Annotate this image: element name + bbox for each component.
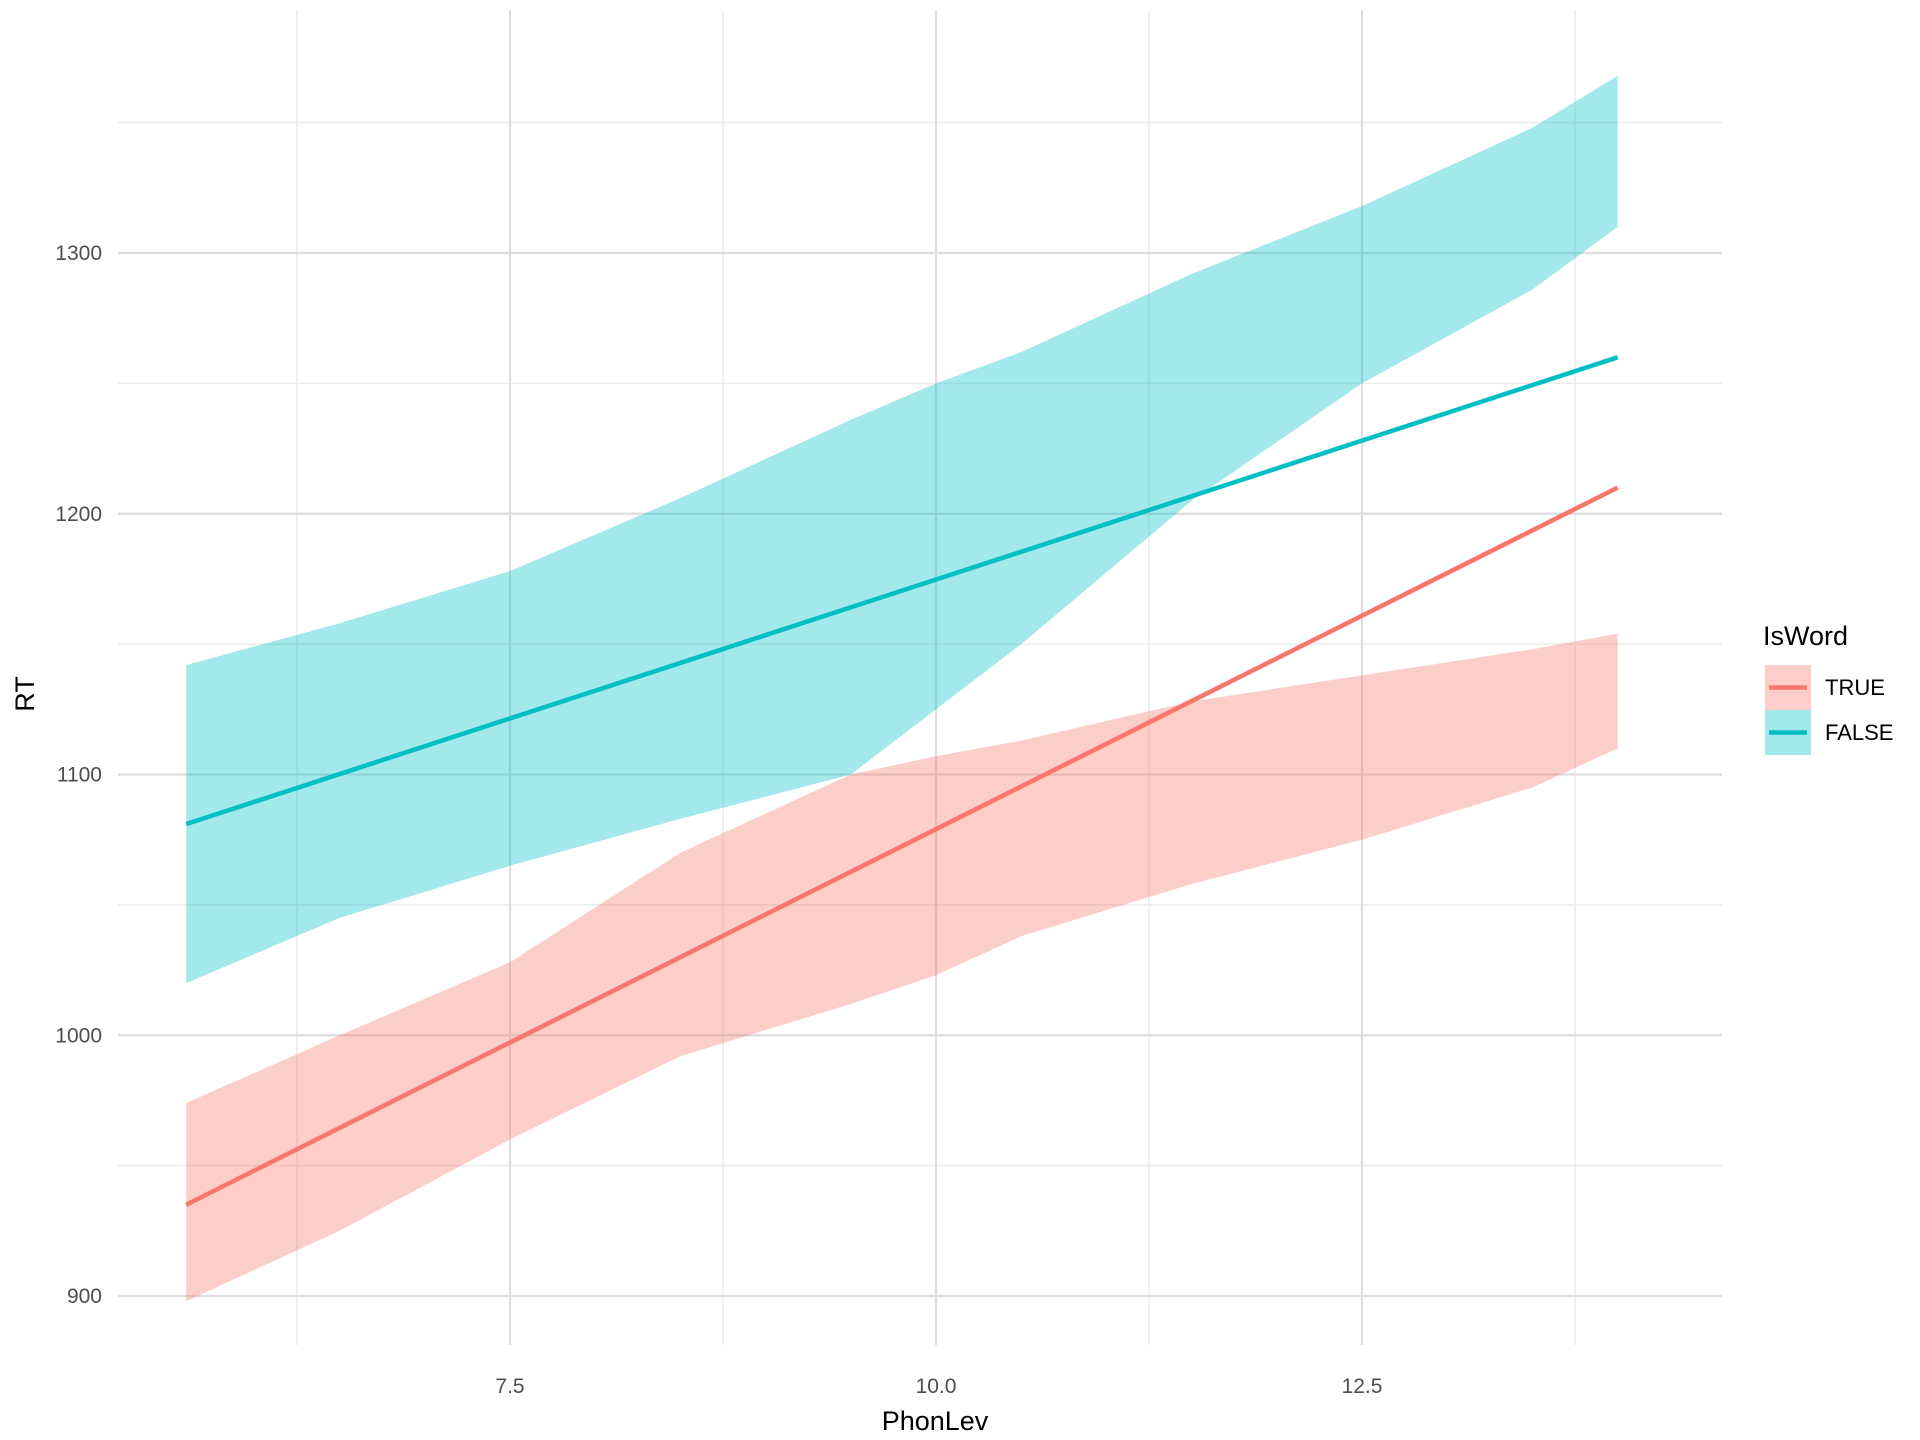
x-axis-title: PhonLev <box>882 1406 989 1436</box>
x-tick-label: 10.0 <box>916 1375 957 1398</box>
ci-ribbon-true <box>186 633 1618 1302</box>
fit-lines <box>185 355 1619 1207</box>
y-tick-label: 1000 <box>55 1024 102 1047</box>
x-tick-labels: 7.5 10.0 12.5 <box>495 1375 1382 1398</box>
x-tick-label: 12.5 <box>1342 1375 1383 1398</box>
major-gridlines <box>118 10 1722 1345</box>
fit-line-false <box>185 355 1619 827</box>
y-tick-labels: 900 1000 1100 1200 1300 <box>55 242 102 1308</box>
y-tick-label: 1300 <box>55 242 102 265</box>
legend: IsWord TRUE FALSE <box>1763 621 1893 755</box>
ci-ribbon-false <box>186 75 1618 984</box>
y-axis-title: RT <box>10 676 40 712</box>
legend-items: TRUE FALSE <box>1765 665 1893 755</box>
confidence-ribbons <box>186 75 1618 1302</box>
y-tick-label: 1100 <box>57 764 102 787</box>
fit-line-true <box>185 485 1619 1207</box>
y-tick-label: 900 <box>67 1285 102 1308</box>
x-tick-label: 7.5 <box>495 1375 524 1398</box>
legend-label-true: TRUE <box>1825 675 1885 700</box>
legend-label-false: FALSE <box>1825 720 1893 745</box>
minor-gridlines <box>118 10 1722 1345</box>
legend-title: IsWord <box>1763 621 1848 651</box>
y-tick-label: 1200 <box>55 503 102 526</box>
